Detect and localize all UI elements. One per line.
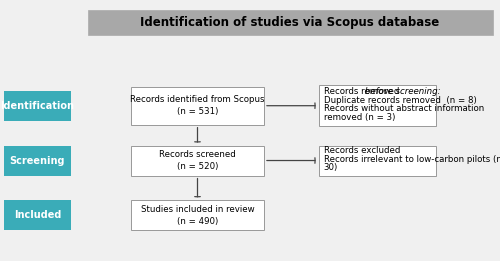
Text: Records identified from Scopus
(n = 531): Records identified from Scopus (n = 531) bbox=[130, 95, 265, 116]
Text: Included: Included bbox=[14, 210, 61, 220]
Bar bbox=[131, 146, 264, 175]
Text: Identification: Identification bbox=[0, 101, 74, 111]
Text: Records removed: Records removed bbox=[324, 87, 402, 96]
Text: Records excluded: Records excluded bbox=[324, 146, 400, 155]
Text: Identification of studies via Scopus database: Identification of studies via Scopus dat… bbox=[140, 16, 440, 29]
Text: Studies included in review
(n = 490): Studies included in review (n = 490) bbox=[140, 205, 254, 226]
Text: Duplicate records removed  (n = 8): Duplicate records removed (n = 8) bbox=[324, 96, 476, 105]
Bar bbox=[4, 200, 71, 230]
Bar bbox=[319, 86, 436, 126]
Text: Records screened
(n = 520): Records screened (n = 520) bbox=[159, 150, 236, 171]
Text: Records irrelevant to low-carbon pilots (n =: Records irrelevant to low-carbon pilots … bbox=[324, 155, 500, 164]
Bar bbox=[4, 91, 71, 121]
Bar bbox=[131, 200, 264, 230]
Bar bbox=[88, 10, 492, 35]
Text: Records without abstract information: Records without abstract information bbox=[324, 104, 484, 113]
Text: before screening:: before screening: bbox=[364, 87, 440, 96]
Bar bbox=[319, 146, 436, 175]
Text: 30): 30) bbox=[324, 163, 338, 172]
Bar bbox=[131, 87, 264, 125]
Bar bbox=[4, 146, 71, 175]
Text: Screening: Screening bbox=[10, 156, 65, 165]
Text: removed (n = 3): removed (n = 3) bbox=[324, 113, 395, 122]
